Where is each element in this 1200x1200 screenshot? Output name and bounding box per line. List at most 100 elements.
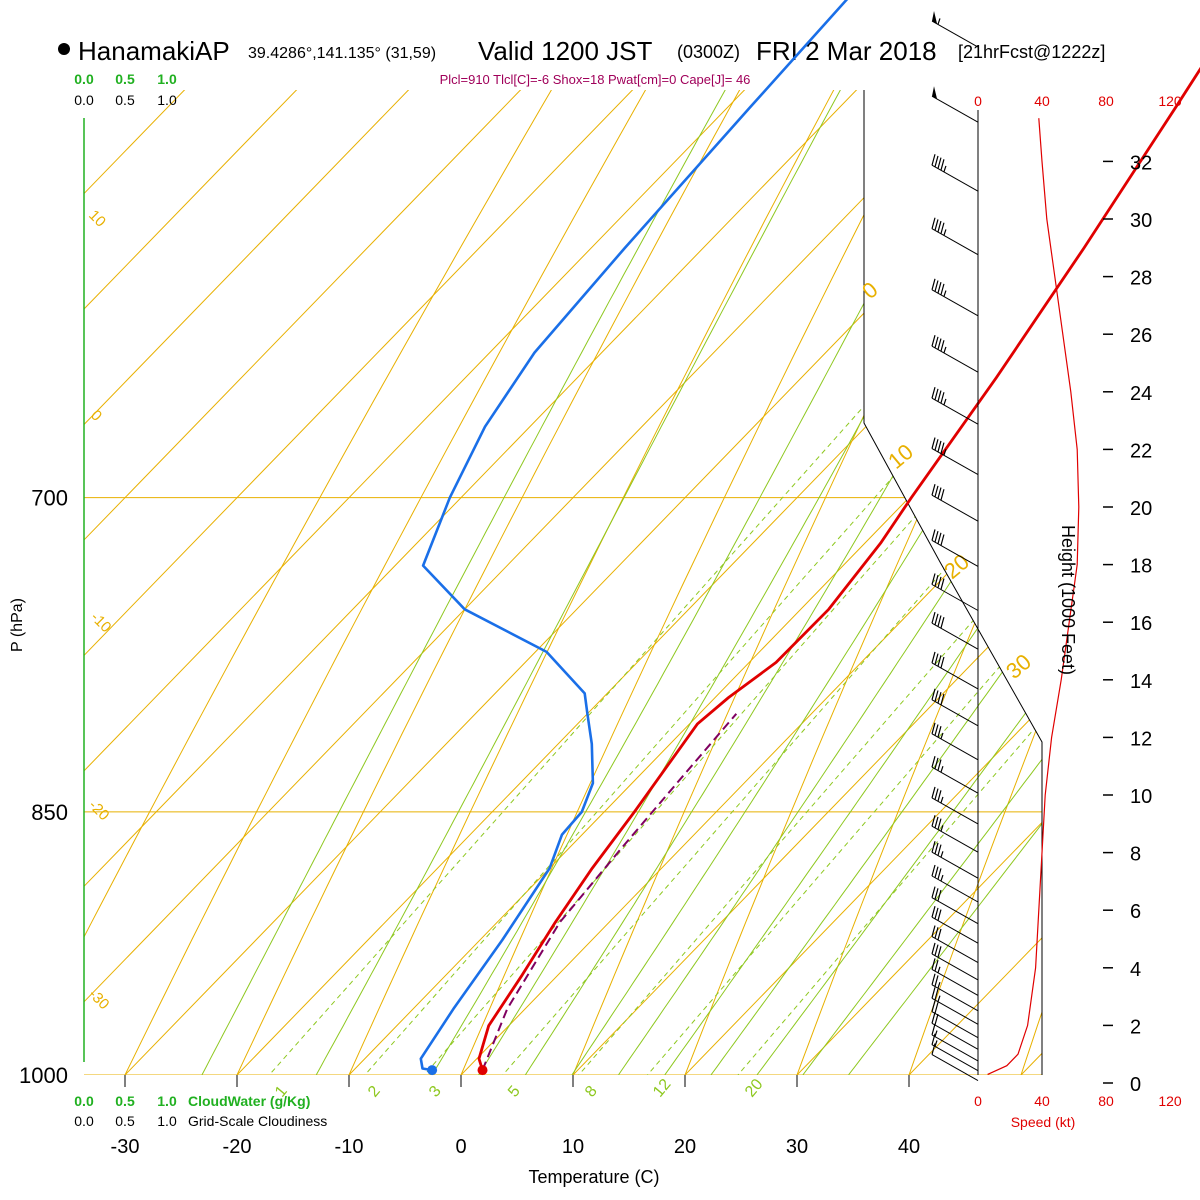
cloudiness-tick: 0.5 — [115, 92, 135, 108]
wind-barb — [931, 335, 979, 373]
valid-time: Valid 1200 JST — [478, 36, 653, 66]
isotherm-line — [84, 90, 1042, 1075]
dewpoint-profile — [419, 0, 849, 1072]
wind-barb — [931, 1043, 979, 1081]
wind-barb — [931, 11, 979, 48]
cloudwater-tick: 1.0 — [157, 71, 177, 87]
dry-adiabat-line — [767, 90, 1042, 1075]
moist-adiabat-line — [742, 90, 1042, 1075]
isotherm-line — [84, 90, 1042, 1075]
dry-adiabat-label: -30 — [85, 986, 112, 1013]
wind-barb — [931, 1000, 979, 1039]
height-tick-label: 32 — [1130, 152, 1152, 174]
wind-barb — [931, 841, 979, 879]
height-tick-label: 0 — [1130, 1074, 1141, 1096]
temperature-tick-label: -30 — [111, 1136, 140, 1158]
isotherm-line — [84, 90, 1042, 1075]
wind-barb — [931, 987, 979, 1025]
dry-adiabat-line — [199, 90, 1042, 1075]
cloudiness-tick: 0.0 — [74, 1113, 94, 1129]
cloudiness-tick: 0.0 — [74, 92, 94, 108]
wind-speed-profile — [987, 118, 1080, 1075]
isotherm-line — [384, 90, 1042, 1075]
wind-barb — [931, 906, 979, 944]
height-tick-label: 6 — [1130, 901, 1141, 923]
speed-tick-label: 80 — [1098, 93, 1114, 109]
moist-adiabat-line — [697, 90, 1042, 1075]
height-axis-label: Height (1000 Feet) — [1058, 525, 1078, 675]
height-tick-label: 14 — [1130, 671, 1152, 693]
isotherm-line — [496, 90, 1042, 1075]
temperature-tick-label: 40 — [898, 1136, 920, 1158]
temperature-tick-label: 10 — [562, 1136, 584, 1158]
temperature-tick-label: -10 — [335, 1136, 364, 1158]
wind-barb — [931, 651, 979, 690]
moist-adiabat-line — [518, 90, 1042, 1075]
wind-barb — [931, 529, 979, 567]
moist-adiabat-label: 0 — [857, 277, 882, 304]
wind-barb — [931, 688, 979, 727]
wind-barb — [931, 154, 979, 192]
height-tick-label: 18 — [1130, 556, 1152, 578]
cloudiness-label: Grid-Scale Cloudiness — [188, 1113, 327, 1129]
cloudwater-tick: 1.0 — [157, 1093, 177, 1109]
cloudwater-label: CloudWater (g/Kg) — [188, 1093, 310, 1109]
isotherm-line — [84, 90, 1042, 1075]
moist-adiabat-line — [428, 90, 1042, 1075]
dry-adiabat-label: 0 — [87, 407, 105, 425]
y-axis-label: P (hPa) — [9, 598, 26, 652]
isotherm-line — [84, 90, 1042, 1075]
cloudwater-tick: 0.0 — [74, 71, 94, 87]
speed-axis-label: Speed (kt) — [1011, 1114, 1076, 1130]
surface-temperature-dot — [477, 1065, 488, 1076]
speed-tick-label: 40 — [1034, 1093, 1050, 1109]
speed-tick-label: 80 — [1098, 1093, 1114, 1109]
wind-barb — [931, 756, 979, 794]
dry-adiabat-line — [313, 90, 1042, 1075]
station-coords: 39.4286°,141.135° (31,59) — [248, 45, 436, 62]
isotherm-line — [272, 90, 1042, 1075]
moist-adiabat-line — [607, 90, 1042, 1075]
isotherm-line — [84, 90, 1042, 1075]
dry-adiabat-label: -10 — [87, 609, 114, 636]
dry-adiabat-line — [654, 90, 1042, 1075]
height-tick-label: 20 — [1130, 498, 1152, 520]
temperature-tick-label: 20 — [674, 1136, 696, 1158]
surface-dewpoint-dot — [427, 1065, 438, 1076]
height-tick-label: 16 — [1130, 613, 1152, 635]
wind-barb — [931, 611, 979, 650]
dry-adiabat-line — [994, 90, 1042, 1075]
isotherm-line — [84, 90, 1042, 1075]
dry-adiabat-line — [86, 90, 1042, 1075]
forecast-date: FRI 2 Mar 2018 — [756, 36, 937, 66]
wind-barb — [931, 387, 979, 425]
height-tick-label: 22 — [1130, 440, 1152, 462]
speed-tick-label: 0 — [974, 93, 982, 109]
mixing-ratio-label: 20 — [742, 1076, 767, 1101]
height-tick-label: 10 — [1130, 786, 1152, 808]
height-tick-label: 24 — [1130, 383, 1152, 405]
wind-barb — [931, 278, 979, 317]
mixing-ratio-label: 8 — [582, 1083, 601, 1101]
height-tick-label: 2 — [1130, 1016, 1141, 1038]
utc-time: (0300Z) — [677, 42, 740, 62]
height-tick-label: 12 — [1130, 728, 1152, 750]
isotherm-line — [84, 90, 1042, 1075]
mixing-ratio-line — [440, 90, 1042, 1075]
wind-barb — [931, 86, 979, 123]
moist-adiabat-line — [383, 90, 1042, 1075]
station-dot-icon — [58, 43, 70, 55]
mixing-ratio-label: 12 — [650, 1076, 675, 1101]
wind-barb — [931, 1023, 979, 1062]
moist-adiabat-line — [563, 90, 1042, 1075]
height-tick-label: 28 — [1130, 268, 1152, 290]
isotherm-line — [160, 90, 1042, 1075]
cloudwater-tick: 0.0 — [74, 1093, 94, 1109]
moist-adiabat-line — [271, 90, 1042, 1075]
isotherm-line — [84, 90, 1042, 1075]
wind-barb — [931, 1012, 979, 1050]
pressure-tick-label: 700 — [31, 486, 68, 511]
